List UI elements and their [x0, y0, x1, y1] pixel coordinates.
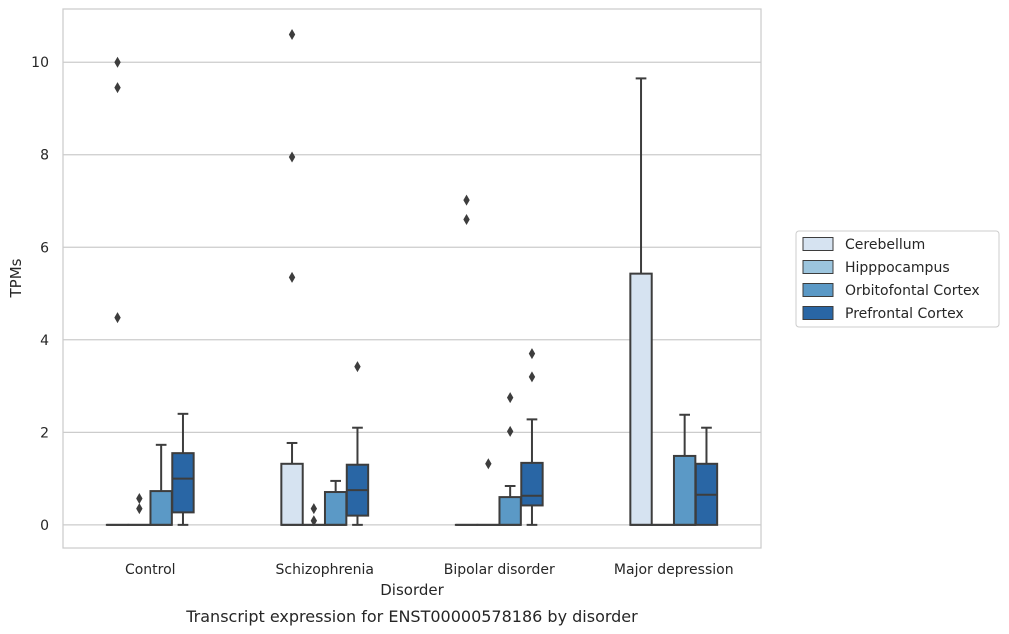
outlier-point: [463, 194, 470, 206]
gridlines: [63, 61, 761, 526]
box-orbitofontal-cortex: [323, 479, 348, 526]
outlier-point: [528, 371, 536, 383]
outlier-point: [463, 214, 470, 226]
y-axis-title: TPMs: [7, 258, 25, 298]
box-orbitofontal-cortex: [672, 413, 697, 526]
outlier-point: [506, 425, 514, 437]
legend-label: Orbitofontal Cortex: [845, 283, 980, 299]
outlier-point: [354, 361, 361, 373]
y-tick-label: 0: [40, 518, 49, 534]
outlier-point: [114, 312, 121, 324]
legend: Cerebellum Hipppocampus Orbitofontal Corte…: [795, 230, 1000, 328]
x-tick-label: Major depression: [614, 562, 734, 578]
box-iqr: [629, 272, 653, 526]
outlier-point: [136, 503, 143, 515]
box-iqr: [520, 461, 544, 507]
box-iqr: [280, 462, 304, 526]
x-tick-labels: Control Schizophrenia Bipolar disorder Majo…: [125, 562, 734, 578]
box-iqr: [323, 491, 348, 526]
box-prefrontal-cortex: [171, 412, 195, 526]
box-cerebellum: [280, 441, 304, 526]
y-tick-label: 10: [31, 55, 49, 71]
box-iqr: [498, 496, 522, 526]
y-tick-label: 4: [40, 333, 49, 349]
outlier-point: [506, 392, 514, 404]
outlier-point: [310, 515, 318, 527]
box-iqr: [149, 490, 173, 526]
box-prefrontal-cortex: [520, 418, 544, 526]
y-tick-label: 6: [40, 240, 49, 256]
outlier-point: [528, 348, 536, 360]
outlier-point: [114, 82, 121, 94]
y-tick-label: 8: [40, 148, 49, 164]
x-axis-title: Disorder: [380, 581, 444, 599]
box-prefrontal-cortex: [694, 426, 719, 526]
legend-swatch: [802, 260, 834, 274]
legend-swatch: [802, 237, 834, 251]
y-tick-label: 2: [40, 425, 49, 441]
outlier-point: [288, 271, 296, 283]
plot-area-frame: [62, 8, 762, 549]
outlier-point: [114, 56, 121, 68]
box-orbitofontal-cortex: [498, 485, 522, 526]
x-tick-label: Schizophrenia: [276, 562, 374, 578]
outlier-point: [485, 458, 492, 470]
box-iqr: [672, 454, 697, 526]
outlier-point: [310, 503, 318, 515]
boxes: [105, 77, 719, 526]
chart-caption: Transcript expression for ENST0000057818…: [185, 607, 638, 626]
outlier-point: [288, 151, 296, 163]
outlier-point: [136, 492, 143, 504]
outliers: [114, 28, 536, 527]
x-tick-label: Control: [125, 562, 176, 578]
y-tick-labels: 0 2 4 6 8 10: [31, 55, 49, 534]
outlier-point: [288, 28, 296, 40]
legend-frame: [795, 230, 1000, 328]
legend-label: Prefrontal Cortex: [845, 306, 964, 322]
box-iqr: [171, 452, 195, 514]
box-orbitofontal-cortex: [149, 443, 173, 526]
box-cerebellum: [629, 77, 653, 526]
legend-label: Hipppocampus: [845, 260, 950, 276]
legend-swatch: [802, 283, 834, 297]
x-tick-label: Bipolar disorder: [444, 562, 555, 578]
box-prefrontal-cortex: [345, 426, 370, 526]
legend-label: Cerebellum: [845, 237, 925, 253]
legend-swatch: [802, 306, 834, 320]
